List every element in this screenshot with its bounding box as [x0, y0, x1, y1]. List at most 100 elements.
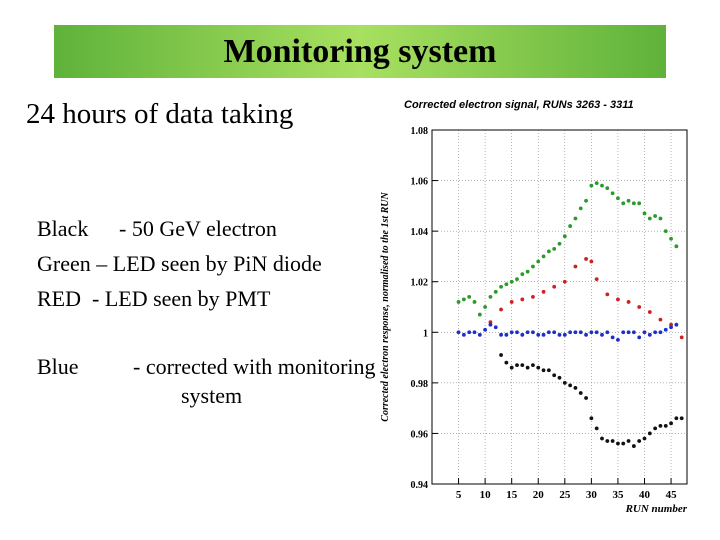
data-point	[589, 330, 594, 335]
data-point	[515, 330, 519, 335]
slide-title: Monitoring system	[223, 32, 497, 70]
data-point	[589, 259, 594, 264]
x-tick-label: 5	[456, 489, 462, 501]
x-axis-label: RUN number	[625, 503, 688, 515]
data-point	[637, 335, 642, 340]
data-point	[488, 294, 493, 299]
data-point	[499, 284, 503, 289]
data-point	[546, 368, 551, 373]
data-point	[509, 279, 514, 284]
data-point	[573, 330, 578, 335]
data-point	[610, 335, 615, 340]
data-point	[616, 337, 620, 342]
legend-red-desc: - LED seen by PMT	[92, 286, 271, 311]
data-point	[562, 279, 567, 284]
x-tick-label: 35	[612, 489, 624, 501]
data-point	[520, 332, 525, 337]
data-point	[562, 380, 567, 385]
data-point	[483, 327, 488, 332]
data-point	[674, 322, 679, 327]
data-point	[499, 332, 503, 337]
data-point	[456, 330, 461, 335]
data-point	[573, 386, 578, 390]
legend-red-name: RED	[37, 286, 81, 311]
data-point	[642, 330, 647, 335]
data-point	[658, 423, 663, 428]
legend-blue-desc2: system	[181, 383, 243, 408]
data-point	[663, 229, 668, 234]
data-point	[472, 300, 477, 304]
data-point	[584, 332, 588, 337]
data-point	[509, 365, 514, 370]
data-point	[589, 183, 594, 188]
data-point	[520, 272, 525, 277]
data-point	[578, 330, 583, 335]
data-point	[461, 297, 466, 302]
x-tick-label: 30	[586, 489, 598, 501]
data-point	[637, 439, 642, 443]
data-point	[679, 416, 684, 421]
data-point	[493, 325, 498, 330]
data-point	[531, 294, 535, 299]
data-point	[557, 241, 562, 246]
data-point	[525, 330, 530, 335]
data-point	[605, 292, 610, 297]
data-point	[578, 206, 583, 211]
y-axis-label: Corrected electron response, normalised …	[380, 192, 391, 422]
data-point	[472, 330, 477, 335]
data-point	[536, 259, 541, 264]
data-point	[637, 201, 642, 206]
data-point	[456, 300, 461, 304]
data-point	[461, 332, 466, 337]
data-point	[568, 383, 573, 388]
data-point	[589, 416, 594, 421]
y-tick-label: 1.04	[411, 227, 429, 238]
data-point	[605, 186, 610, 191]
data-point	[557, 375, 562, 380]
data-point	[653, 214, 658, 218]
y-tick-label: 1	[423, 328, 428, 339]
data-point	[616, 297, 620, 302]
data-point	[541, 254, 546, 259]
data-point	[631, 330, 636, 335]
x-tick-label: 25	[559, 489, 571, 501]
y-tick-label: 0.98	[411, 379, 429, 390]
data-point	[669, 325, 673, 330]
data-point	[653, 330, 658, 335]
data-point	[658, 330, 663, 335]
data-point	[626, 330, 631, 335]
data-point	[626, 439, 631, 443]
data-point	[541, 368, 546, 373]
data-point	[621, 441, 626, 446]
legend-red: RED - LED seen by PMT	[26, 260, 270, 312]
legend-blue-cont: system	[170, 357, 242, 409]
data-point	[647, 310, 652, 314]
data-point	[621, 201, 626, 206]
legend-blue-desc: - corrected with monitoring	[133, 354, 376, 379]
data-point	[605, 439, 610, 443]
data-point	[493, 289, 498, 294]
data-point	[509, 330, 514, 335]
data-point	[536, 332, 541, 337]
x-tick-label: 40	[639, 489, 651, 501]
y-tick-label: 1.02	[411, 278, 429, 289]
data-point	[520, 363, 525, 368]
legend-black: Black - 50 GeV electron	[26, 190, 277, 242]
data-point	[562, 234, 567, 239]
y-tick-label: 1.08	[411, 126, 429, 137]
data-point	[584, 396, 588, 400]
data-point	[616, 196, 620, 201]
slide-subtitle: 24 hours of data taking	[26, 98, 294, 130]
data-point	[557, 332, 562, 337]
data-point	[536, 365, 541, 370]
chart: Corrected electron signal, RUNs 3263 - 3…	[380, 99, 688, 515]
data-point	[647, 332, 652, 337]
data-point	[467, 294, 472, 299]
data-point	[584, 198, 588, 203]
data-point	[610, 191, 615, 196]
legend-black-name: Black	[37, 216, 89, 241]
data-point	[621, 330, 626, 335]
data-point	[658, 317, 663, 322]
data-point	[637, 305, 642, 309]
data-point	[552, 373, 557, 378]
